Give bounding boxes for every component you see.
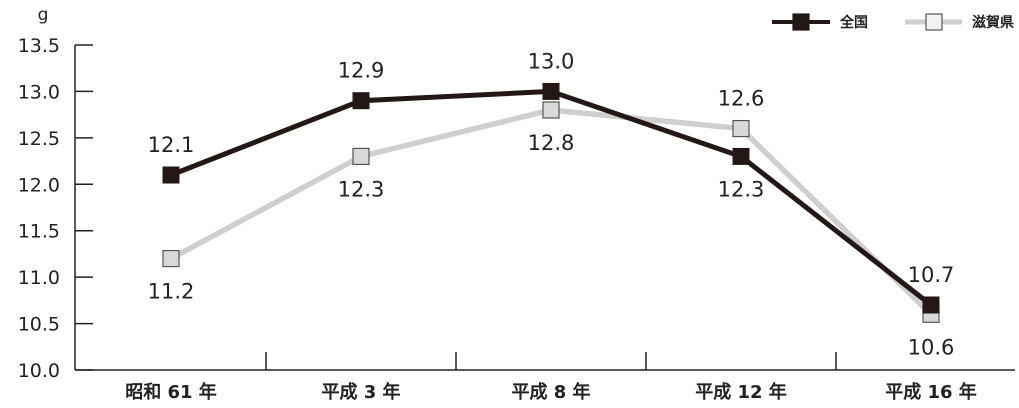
legend: 全国 滋賀県 <box>772 13 1014 31</box>
data-label-national: 12.3 <box>718 177 765 201</box>
series-marker-national <box>542 82 560 100</box>
series-layer <box>162 82 940 323</box>
series-marker-shiga <box>542 101 560 119</box>
data-label-national: 12.1 <box>148 133 195 157</box>
data-label-national: 10.7 <box>908 263 955 287</box>
y-tick-label: 12.0 <box>18 174 60 196</box>
x-tick-label: 平成 8 年 <box>511 381 590 403</box>
data-label-national: 13.0 <box>528 49 575 73</box>
data-label-shiga: 11.2 <box>148 280 195 304</box>
data-label-shiga: 10.6 <box>908 335 955 359</box>
x-tick-label: 平成 16 年 <box>885 381 977 403</box>
y-tick-label: 12.5 <box>18 128 60 150</box>
axes: 10.0 10.5 11.0 11.5 12.0 12.5 13.0 13.5 g 昭和 61 年… <box>18 5 1015 403</box>
series-marker-shiga <box>162 249 180 268</box>
legend-label-national: 全国 <box>839 14 868 31</box>
x-tick-label: 平成 12 年 <box>695 381 787 403</box>
y-tick-label: 13.5 <box>18 35 60 57</box>
legend-label-shiga: 滋賀県 <box>972 14 1014 31</box>
y-tick-label: 11.0 <box>18 267 60 289</box>
data-label-shiga: 12.8 <box>528 131 575 155</box>
series-marker-national <box>922 296 940 314</box>
x-tick-label: 昭和 61 年 <box>125 381 217 403</box>
series-marker-shiga <box>732 119 750 138</box>
data-label-shiga: 12.3 <box>338 177 385 201</box>
data-label-shiga: 12.6 <box>718 87 765 111</box>
series-marker-national <box>162 166 180 184</box>
series-marker-national <box>352 92 370 110</box>
legend-marker-national <box>792 13 810 31</box>
series-marker-shiga <box>352 147 370 166</box>
y-tick-label: 10.0 <box>18 360 60 382</box>
series-marker-national <box>732 147 750 165</box>
y-tick-label: 13.0 <box>18 81 60 103</box>
y-unit-label: g <box>38 5 49 25</box>
legend-marker-shiga <box>925 13 943 31</box>
data-label-national: 12.9 <box>338 59 385 83</box>
data-labels: 12.1 12.9 13.0 12.3 10.7 11.2 12.3 12.8 12.6 10.6 <box>148 49 955 359</box>
y-tick-label: 11.5 <box>18 221 60 243</box>
x-tick-label: 平成 3 年 <box>321 381 400 403</box>
y-tick-label: 10.5 <box>18 314 60 336</box>
